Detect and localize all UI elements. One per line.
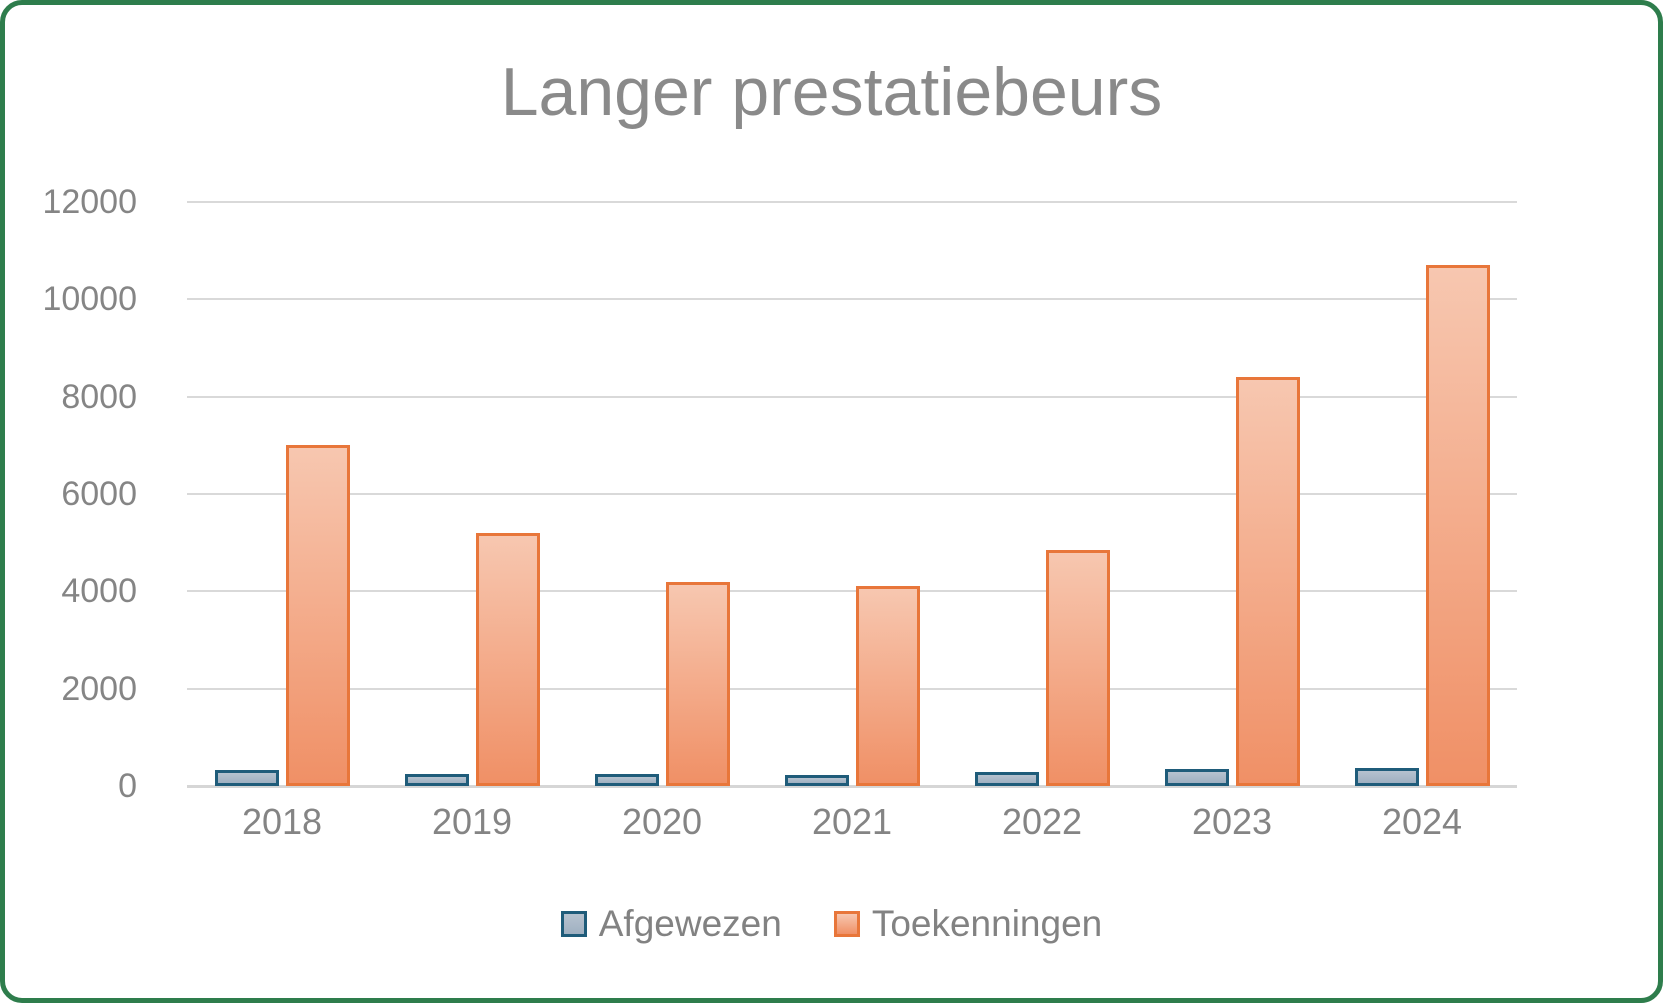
x-tick-label-2021: 2021 <box>811 801 893 842</box>
x-tick-label-2024: 2024 <box>1381 801 1463 842</box>
plot-area <box>187 201 1517 788</box>
bar-group-2021 <box>757 586 947 786</box>
x-tick-label-2023: 2023 <box>1191 801 1273 842</box>
x-tick-label-2020: 2020 <box>621 801 703 842</box>
legend-item-toekenningen: Toekenningen <box>833 903 1103 945</box>
bars-row <box>187 202 1517 786</box>
legend: Afgewezen Toekenningen <box>5 903 1658 945</box>
gridline <box>187 785 1517 788</box>
y-tick-label: 2000 <box>61 669 137 708</box>
bar-afgewezen-2018 <box>214 770 279 786</box>
x-axis: 2018 2019 2020 2021 2022 2023 2024 <box>187 801 1517 843</box>
y-tick-label: 0 <box>118 767 137 805</box>
y-tick-label: 10000 <box>42 280 137 319</box>
x-tick-label-2018: 2018 <box>241 801 323 842</box>
bar-group-2019 <box>377 533 567 786</box>
bar-afgewezen-2022 <box>974 772 1039 786</box>
bar-afgewezen-2020 <box>594 774 659 786</box>
bar-toekenningen-2018 <box>285 445 350 786</box>
bar-toekenningen-2024 <box>1425 265 1490 786</box>
bar-afgewezen-2023 <box>1164 769 1229 786</box>
bar-afgewezen-2021 <box>784 775 849 786</box>
gridline <box>187 201 1517 203</box>
gridline <box>187 395 1517 398</box>
y-axis: 12000 10000 8000 6000 4000 2000 0 <box>5 5 155 998</box>
bar-afgewezen-2024 <box>1354 768 1419 786</box>
bar-toekenningen-2021 <box>855 586 920 786</box>
y-tick-label: 6000 <box>61 475 137 513</box>
gridline <box>187 590 1517 593</box>
bar-group-2024 <box>1327 265 1517 786</box>
chart-title: Langer prestatiebeurs <box>500 54 1163 130</box>
y-tick-label: 8000 <box>61 377 137 416</box>
legend-swatch-icon <box>560 911 587 937</box>
bar-afgewezen-2019 <box>404 774 469 786</box>
gridline <box>187 493 1517 495</box>
y-tick-label: 4000 <box>61 572 137 611</box>
y-tick-label: 12000 <box>42 183 137 221</box>
x-tick-label-2019: 2019 <box>431 801 513 842</box>
bar-group-2023 <box>1137 377 1327 786</box>
bar-toekenningen-2022 <box>1045 550 1110 786</box>
legend-item-afgewezen: Afgewezen <box>560 903 782 945</box>
bar-toekenningen-2023 <box>1235 377 1300 786</box>
bar-group-2022 <box>947 550 1137 786</box>
bar-toekenningen-2019 <box>475 533 540 786</box>
legend-label: Toekenningen <box>871 903 1103 944</box>
gridline <box>187 687 1517 690</box>
bar-toekenningen-2020 <box>665 582 730 786</box>
bar-group-2018 <box>187 445 377 786</box>
bar-group-2020 <box>567 582 757 786</box>
legend-swatch-icon <box>833 911 860 937</box>
x-tick-label-2022: 2022 <box>1001 801 1083 842</box>
legend-label: Afgewezen <box>598 903 782 944</box>
gridline <box>187 298 1517 301</box>
